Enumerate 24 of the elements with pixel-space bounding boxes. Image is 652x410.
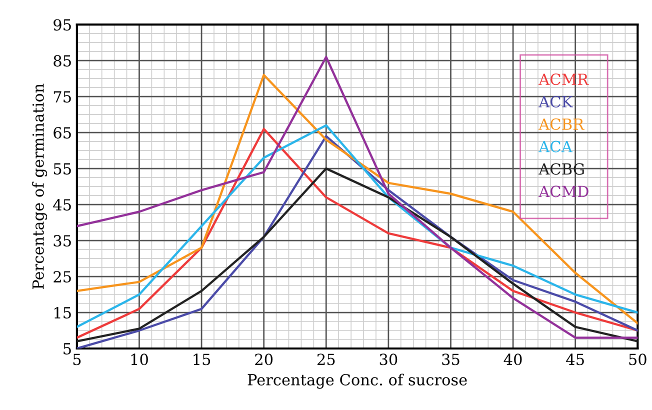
x-tick-label: 25 xyxy=(317,354,335,366)
y-tick-label: 35 xyxy=(54,235,71,247)
x-tick-label: 10 xyxy=(131,354,148,366)
text: ACK xyxy=(538,96,574,108)
y-tick-label: 5 xyxy=(64,343,71,355)
y-tick-label: 15 xyxy=(54,306,71,319)
y-tick-label: 25 xyxy=(54,270,71,283)
x-tick-label: 45 xyxy=(566,354,584,366)
y-axis-title: Percentage of germination xyxy=(32,84,48,289)
text: ACA xyxy=(538,140,573,152)
x-axis-title: Percentage Conc. of sucrose xyxy=(248,374,467,389)
x-tick-label: 20 xyxy=(255,354,273,366)
x-tick-label: 40 xyxy=(504,354,522,366)
x-tick-label: 15 xyxy=(194,354,210,366)
y-tick-label: 45 xyxy=(53,199,71,211)
y-tick-label: 95 xyxy=(54,19,71,31)
x-tick-label: 35 xyxy=(442,354,460,366)
y-tick-label: 65 xyxy=(54,127,71,139)
y-tick-label: 75 xyxy=(54,91,71,103)
x-tick-label: 5 xyxy=(73,354,81,366)
x-tick-label: 50 xyxy=(629,354,646,366)
y-tick-label: 55 xyxy=(54,163,71,175)
y-tick-label: 85 xyxy=(54,55,71,67)
x-tick-label: 30 xyxy=(380,354,398,366)
